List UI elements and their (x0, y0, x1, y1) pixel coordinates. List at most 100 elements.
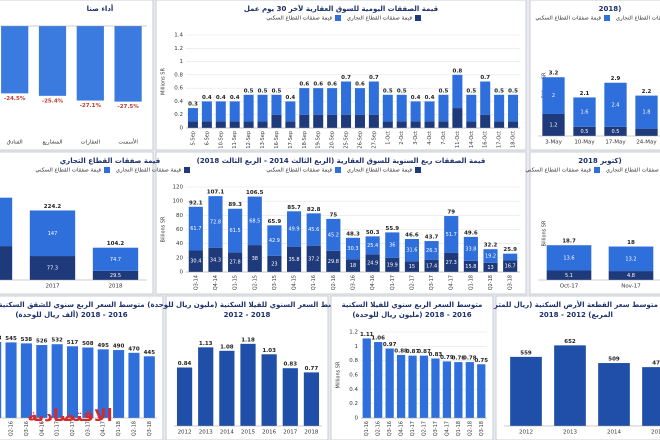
x-tick-label: 5-Sep (190, 131, 196, 145)
segment-label: 13 (487, 265, 493, 271)
bar-segment (257, 121, 268, 128)
bar (442, 361, 452, 418)
bar-segment (0, 246, 13, 280)
value-label: -25.4% (42, 98, 64, 104)
total-label: 46.6 (405, 232, 419, 238)
x-tick-label: العقارات (80, 140, 100, 146)
bar-segment (424, 241, 439, 260)
bar-segment (243, 121, 254, 128)
legend-swatch (335, 15, 341, 21)
segment-label: 37.2 (308, 256, 319, 262)
x-tick-label: Q2-17 (422, 421, 428, 436)
bar-segment (327, 88, 338, 115)
x-tick-label: 7-Oct (441, 131, 447, 145)
segment-label: 34.3 (210, 257, 221, 263)
total-label: 2.1 (580, 91, 590, 97)
legend-swatch (604, 15, 610, 21)
value-label: 652 (564, 339, 576, 345)
bar (176, 367, 193, 426)
bar-segment (635, 95, 658, 129)
bar (143, 356, 155, 418)
value-label: 0.83 (429, 352, 443, 358)
segment-label: 18 (350, 263, 356, 269)
bar-segment (257, 94, 268, 122)
x-tick-label: 18-Oct (511, 131, 517, 148)
bar-segment (542, 113, 565, 136)
value-label: 0.75 (474, 358, 488, 364)
legend-label: قيمة صفقات القطاع التجاري (347, 16, 413, 22)
total-label: 0.7 (341, 75, 351, 81)
chart-panel: متوسط سعر القطعة الأرض السكنية (ريال للم… (493, 295, 660, 440)
bar (128, 352, 140, 418)
x-tick-label: Q1-18 (116, 421, 122, 436)
bar-segment (573, 126, 596, 136)
bar-segment (503, 260, 518, 272)
value-label: 0.79 (440, 355, 454, 361)
total-label: 32.2 (484, 243, 498, 249)
bar-segment (444, 216, 459, 253)
bar-segment (345, 237, 361, 260)
bar-segment (313, 114, 324, 128)
y-tick-label: 0.4 (349, 387, 358, 393)
x-tick-label: 2017 (46, 284, 60, 290)
bar-segment (438, 121, 449, 128)
value-label: 532 (51, 338, 63, 344)
chart-panel: قيمة الصفقات اليومية للسوق العقارية لآخر… (155, 0, 527, 151)
bar (113, 350, 125, 418)
total-label: 0.4 (202, 95, 212, 101)
x-tick-label: Q1-17 (410, 421, 416, 436)
chart-panel: متوسط السعر الربع سنوي للشقق السكنية(ألف… (0, 295, 164, 440)
value-label: 517 (67, 340, 79, 346)
segment-label: 0.5 (581, 129, 589, 135)
segment-label: 45.2 (328, 232, 339, 238)
x-tick-label: 24-May (636, 140, 657, 146)
value-label: 1.03 (262, 348, 276, 354)
bar-segment (396, 121, 407, 128)
bar-segment (404, 238, 420, 262)
segment-label: 51.7 (446, 232, 457, 238)
bar-segment (229, 121, 240, 128)
x-tick-label: 11-Oct (455, 131, 461, 148)
segment-label: 68.5 (249, 218, 260, 224)
total-label: 0.4 (286, 95, 296, 101)
x-tick-label: Q3-14 (193, 275, 199, 290)
segment-label: 2 (552, 93, 555, 99)
y-tick-label: 0.2 (174, 112, 183, 118)
x-tick-label: Q2-18 (467, 421, 473, 436)
y-axis-label: Millions SR (161, 68, 167, 95)
chart-title: قيمة صفقات القطاع التجاري (60, 157, 161, 165)
bar-segment (368, 81, 379, 115)
total-label: 0.6 (313, 82, 323, 88)
bar (454, 362, 463, 418)
value-label: 476 (652, 361, 660, 367)
segment-label: 72.8 (210, 219, 221, 225)
bar-segment (365, 254, 380, 272)
x-tick-label: Q2-16 (331, 275, 337, 290)
bar-segment (385, 232, 400, 258)
bar-segment (326, 250, 341, 272)
segment-label: 29.8 (328, 259, 339, 265)
x-tick-label: 2013 (199, 430, 213, 436)
x-tick-label: Nov-17 (621, 284, 641, 290)
value-label: 0.78 (452, 356, 466, 362)
x-tick-label: 16-Sep (274, 131, 280, 149)
bar-segment (480, 81, 491, 115)
segment-label: 45.6 (308, 227, 319, 233)
chart-panel: قيمة الصفقات ربع السنوية للسوق العقارية … (155, 151, 527, 295)
total-label: 224.2 (44, 204, 62, 210)
x-tick-label: 3-Oct (413, 131, 419, 145)
segment-label: 36 (389, 243, 395, 249)
bar-segment (483, 262, 498, 272)
total-label: 0.5 (272, 88, 282, 94)
y-tick-label: 1.4 (174, 33, 183, 39)
y-tick-label: 0.2 (349, 401, 358, 407)
value-label: 548 (0, 335, 2, 341)
value-label: 0.84 (178, 361, 192, 367)
segment-label: 4.8 (627, 273, 635, 279)
total-label: 0.4 (216, 95, 226, 101)
bar (510, 356, 542, 426)
total-label: 2.9 (611, 76, 621, 82)
bar-segment (271, 94, 282, 115)
bar (261, 354, 277, 426)
